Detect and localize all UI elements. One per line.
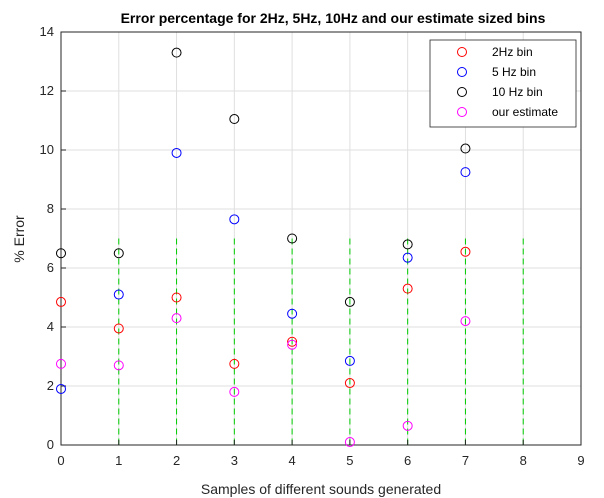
y-axis-ticks: 0 2 4 6 8 10 12 14 [40, 24, 66, 452]
point-series-2-0 [56, 248, 66, 259]
legend-box [429, 39, 577, 128]
chart-title: Error percentage for 2Hz, 5Hz, 10Hz and … [121, 10, 546, 26]
point-series-2-1 [113, 248, 124, 259]
point-series-2-3 [229, 114, 240, 125]
x-tick-label-8: 8 [520, 453, 527, 468]
point-series-2-5 [344, 296, 355, 307]
dashed-lines [60, 238, 582, 445]
x-tick-label-9: 9 [577, 453, 584, 468]
legend-marker-0 [457, 47, 467, 57]
point-series-0-5 [344, 378, 355, 389]
plot-area-border [60, 31, 582, 446]
legend-marker-2 [457, 87, 467, 97]
x-axis-label: Samples of different sounds generated [201, 481, 441, 497]
y-tick-label-2: 4 [47, 319, 54, 334]
point-series-0-0 [56, 296, 66, 307]
y-tick-label-0: 0 [47, 437, 54, 452]
point-series-1-0 [56, 383, 66, 394]
point-series-1-4 [287, 308, 298, 319]
point-series-0-1 [113, 323, 124, 334]
legend-label-0: 2Hz bin [492, 45, 533, 59]
x-tick-label-1: 1 [115, 453, 122, 468]
data-points [56, 47, 471, 448]
point-series-3-4 [287, 339, 298, 350]
x-tick-label-2: 2 [173, 453, 180, 468]
point-series-1-1 [113, 289, 124, 300]
point-series-3-3 [229, 386, 240, 397]
legend-label-2: 10 Hz bin [492, 85, 543, 99]
point-series-2-7 [460, 143, 471, 154]
point-series-1-7 [460, 167, 471, 178]
y-tick-label-4: 8 [47, 201, 54, 216]
point-series-3-0 [56, 358, 66, 369]
point-series-2-6 [402, 239, 413, 250]
point-series-0-7 [460, 246, 471, 257]
x-tick-label-0: 0 [57, 453, 64, 468]
point-series-0-4 [287, 336, 298, 347]
point-series-2-2 [171, 47, 182, 58]
legend-label-1: 5 Hz bin [492, 65, 536, 79]
point-series-1-3 [229, 214, 240, 225]
legend-marker-1 [457, 67, 467, 77]
legend-items: 2Hz bin 5 Hz bin 10 Hz bin our estimate [457, 45, 558, 119]
point-series-1-5 [344, 355, 355, 366]
x-tick-label-6: 6 [404, 453, 411, 468]
point-series-3-5 [344, 437, 355, 448]
point-series-3-7 [460, 316, 471, 327]
point-series-3-2 [171, 313, 182, 324]
point-series-0-6 [402, 283, 413, 294]
y-axis-label: % Error [11, 215, 27, 263]
y-tick-label-7: 14 [40, 24, 54, 39]
point-series-3-1 [113, 360, 124, 371]
legend-marker-3 [457, 107, 467, 117]
point-series-1-2 [171, 147, 182, 158]
point-series-3-6 [402, 420, 413, 431]
point-series-0-3 [229, 358, 240, 369]
y-tick-label-3: 6 [47, 260, 54, 275]
x-axis-ticks: 0 1 2 3 4 5 6 7 8 9 [57, 440, 585, 468]
x-tick-label-5: 5 [346, 453, 353, 468]
y-tick-label-1: 2 [47, 378, 54, 393]
y-tick-label-5: 10 [40, 142, 54, 157]
point-series-0-2 [171, 292, 182, 303]
legend: 2Hz bin 5 Hz bin 10 Hz bin our estimate [429, 39, 577, 128]
x-tick-label-4: 4 [288, 453, 295, 468]
x-tick-label-3: 3 [231, 453, 238, 468]
y-tick-label-6: 12 [40, 83, 54, 98]
x-tick-label-7: 7 [462, 453, 469, 468]
point-series-1-6 [402, 252, 413, 263]
legend-label-3: our estimate [492, 105, 558, 119]
point-series-2-4 [287, 233, 298, 244]
